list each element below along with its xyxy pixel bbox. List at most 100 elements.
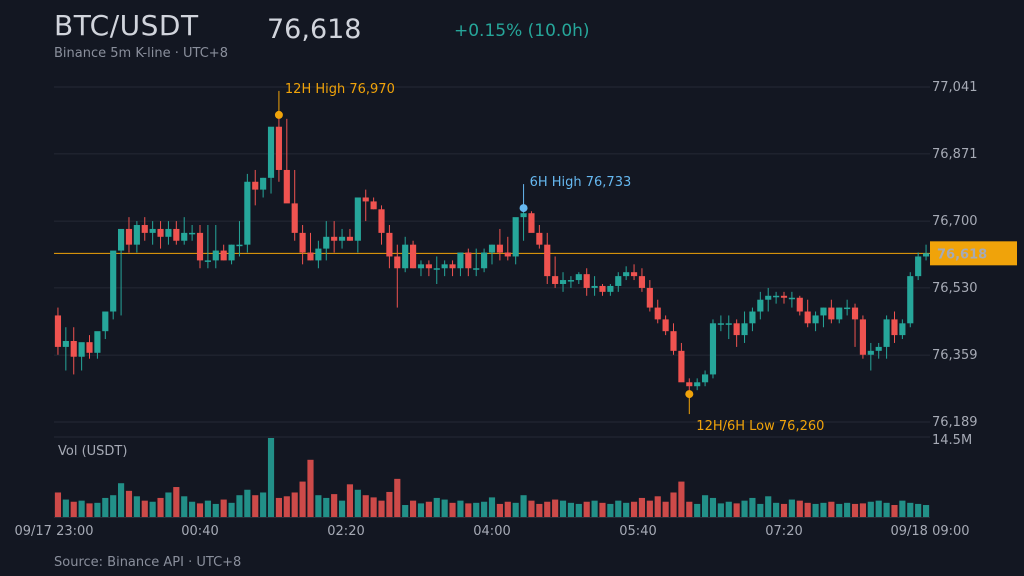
candle-body [118,228,125,251]
volume-bar [749,497,756,517]
annotation-marker [274,110,283,119]
volume-bar [378,500,385,517]
volume-bar [220,499,227,517]
volume-bar [867,501,874,517]
volume-bar [836,503,843,517]
candle-body [891,319,898,336]
candle-body [662,319,669,332]
candle-body [86,342,93,353]
candle-body [638,276,646,288]
candle-body [559,280,567,284]
volume-bar [283,496,290,517]
volume-bar [402,505,409,517]
annotation-marker [519,204,528,213]
volume-bar [654,496,661,517]
volume-bar [709,497,717,517]
volume-label: Vol (USDT) [58,444,127,459]
volume-bar [686,501,693,517]
volume-bar [260,492,267,517]
candle-body [307,252,314,261]
volume-bar [118,483,125,517]
candle-body [875,346,882,351]
candle-body [733,323,740,336]
volume-bar [425,501,432,517]
candle-body [859,319,866,355]
candle-body [125,228,133,245]
volume-bar [678,481,685,517]
x-tick-label: 09/17 23:00 [14,524,93,539]
candle-body [189,232,196,235]
volume-bar [441,499,448,517]
candle-body [773,295,780,298]
candle-body [630,272,638,277]
volume-bar [315,495,322,517]
volume-bar [607,503,614,517]
volume-bar [244,489,251,517]
chart-subtitle: Binance 5m K-line · UTC+8 [54,46,228,61]
candle-body [173,228,180,241]
annotation-label: 12H/6H Low 76,260 [696,419,824,434]
x-tick-label: 04:00 [473,524,510,539]
volume-bar [780,503,788,517]
volume-bar [875,500,882,517]
volume-bar [252,495,259,517]
candle-body [275,126,282,170]
volume-bar [812,503,819,517]
x-tick-label: 02:20 [327,524,364,539]
candle-body [567,280,574,282]
volume-bar [62,499,69,517]
candle-body [780,295,788,298]
volume-bar [702,495,709,517]
volume-bar [133,496,140,517]
volume-bar [496,503,503,517]
volume-bar [102,497,109,517]
candle-body [812,315,819,324]
candle-body [394,256,401,269]
volume-bar [765,496,772,517]
candle-body [520,213,527,218]
data-source: Source: Binance API · UTC+8 [54,555,242,570]
volume-bar [575,503,582,517]
candle-body [291,203,298,233]
candle-body [204,260,211,262]
volume-bar [623,502,630,517]
volume-bar [773,502,780,517]
candle-body [473,268,480,270]
candle-body [867,350,874,355]
volume-bar [236,495,243,517]
volume-bar [907,502,914,517]
volume-bar [646,500,653,517]
candle-body [402,244,409,269]
annotation-label: 6H High 76,733 [530,175,632,190]
volume-bar [804,502,811,517]
candle-body [54,315,62,347]
volume-bar [481,501,488,517]
volume-bar [473,502,480,517]
candle-body [220,250,227,261]
volume-bar [859,503,866,517]
candle-body [354,197,361,241]
x-tick-label: 05:40 [619,524,656,539]
candle-body [196,232,204,261]
candle-body [283,169,290,204]
volume-bar [141,500,148,517]
candle-body [165,228,172,237]
candle-body [836,307,843,320]
candle-body [725,323,732,325]
candle-body [338,236,346,241]
candle-body [820,307,827,316]
candle-body [552,276,559,284]
x-tick-label: 07:20 [765,524,802,539]
volume-bar [346,484,354,517]
volume-bar [173,487,180,517]
y-tick-label: 77,041 [932,80,978,95]
volume-bar [307,459,314,517]
volume-bar [528,500,535,517]
volume-bar [670,492,677,517]
candle-body [788,297,795,300]
volume-bar [465,503,472,517]
annotation-marker [685,390,694,399]
volume-bar [410,500,417,517]
y-tick-label: 76,530 [932,281,978,296]
